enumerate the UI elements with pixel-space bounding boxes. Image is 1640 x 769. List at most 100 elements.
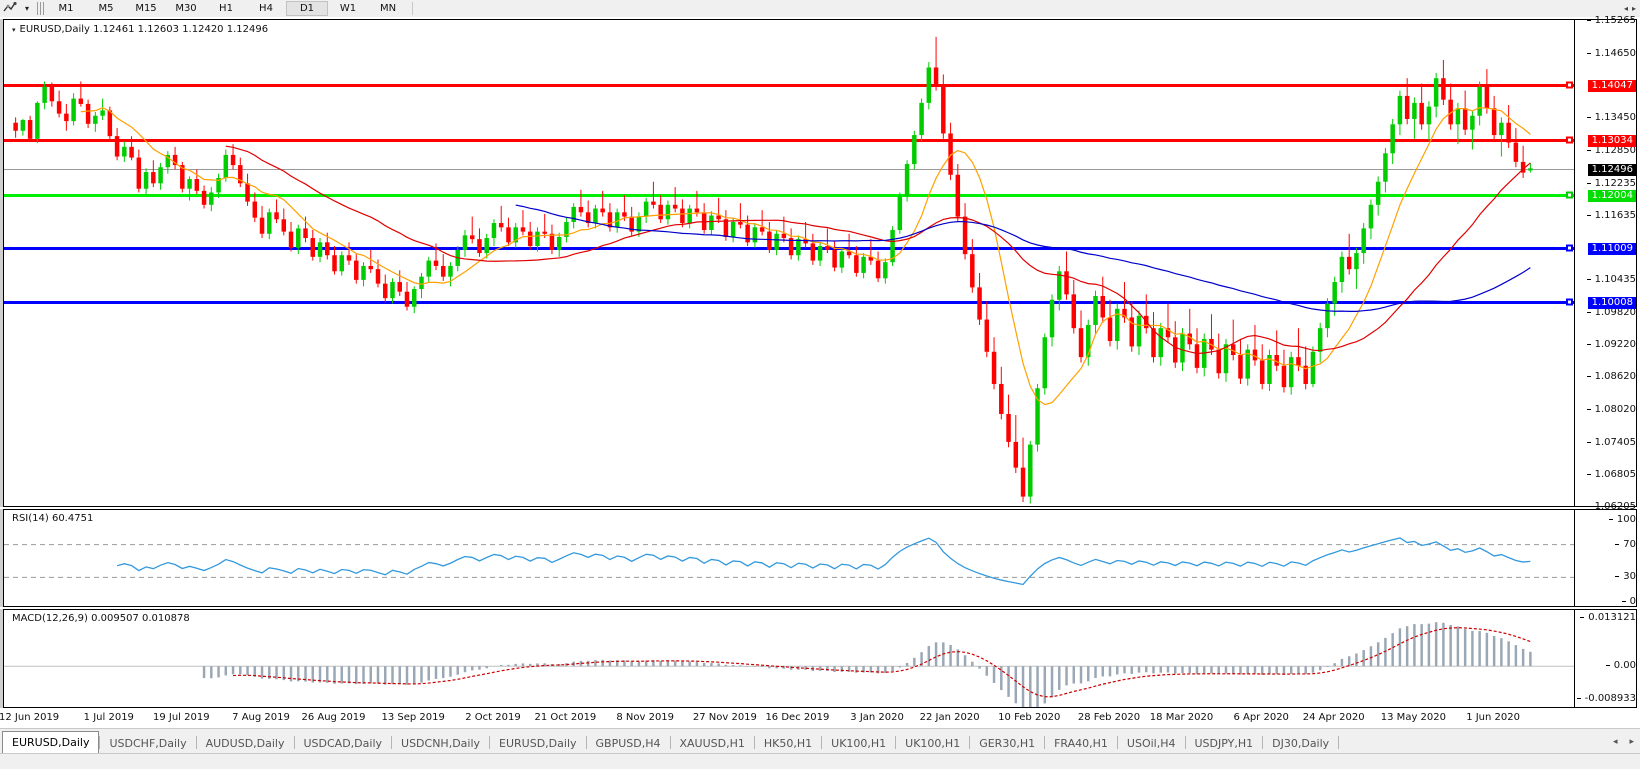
rsi-plot xyxy=(4,510,1574,606)
price-tick: 1.13450 xyxy=(1586,113,1636,123)
data-window-label: ▾ EURUSD,Daily 1.12461 1.12603 1.12420 1… xyxy=(8,22,268,35)
symbol-tab[interactable]: UK100,H1 xyxy=(831,737,887,750)
date-axis-label: 7 Aug 2019 xyxy=(232,712,290,723)
tabs-scroll-right-icon[interactable]: ▸ xyxy=(1629,737,1634,747)
timeframe-list: M1 M5 M15 M30 H1 H4 D1 W1 MN xyxy=(46,1,408,16)
symbol-tab[interactable]: UK100,H1 xyxy=(905,737,961,750)
timeframe-w1[interactable]: W1 xyxy=(339,3,357,14)
price-level-label[interactable]: 1.12004 xyxy=(1587,189,1636,202)
macd-plot xyxy=(4,610,1574,707)
chart-collapse-caret-icon[interactable]: ▾ xyxy=(12,25,16,34)
tab-separator xyxy=(489,736,491,749)
macd-panel-shadow xyxy=(0,609,3,708)
timeframe-m15[interactable]: M15 xyxy=(135,3,157,14)
symbol-tab[interactable]: GER30,H1 xyxy=(979,737,1036,750)
ma-fast-line xyxy=(80,107,1531,406)
price-scale[interactable]: 1.15265 1.14650 1.13450 1.12850 1.12235 1.116… xyxy=(1574,16,1636,512)
price-plot[interactable] xyxy=(4,20,1574,506)
symbol-tab[interactable]: USOil,H4 xyxy=(1126,737,1176,750)
price-level-handle[interactable] xyxy=(1566,298,1573,306)
price-level-line[interactable] xyxy=(4,300,1574,304)
symbol-tab[interactable]: USDCHF,Daily xyxy=(109,737,187,750)
symbol-tab[interactable]: XAUUSD,H1 xyxy=(679,737,745,750)
macd-indicator-panel[interactable]: 0.013121 0.00 -0.008933 MACD(12,26,9) 0.00… xyxy=(3,609,1637,708)
tab-separator xyxy=(895,736,897,749)
macd-series xyxy=(4,622,1574,707)
price-level-line[interactable] xyxy=(4,193,1574,197)
symbol-tab[interactable]: AUDUSD,Daily xyxy=(205,737,285,750)
toolbar-dropdown-caret[interactable]: ▾ xyxy=(24,4,29,13)
symbol-tab[interactable]: USDCAD,Daily xyxy=(303,737,383,750)
timeframe-m5[interactable]: M5 xyxy=(98,3,114,14)
symbol-tab[interactable]: EURUSD,Daily xyxy=(2,731,100,753)
price-level-label[interactable]: 1.12496 xyxy=(1587,163,1636,176)
date-axis-label: 28 Feb 2020 xyxy=(1077,712,1141,723)
symbol-tab[interactable]: HK50,H1 xyxy=(763,737,813,750)
symbol-tabs[interactable]: EURUSD,Daily USDCHF,Daily AUDUSD,Daily USDC… xyxy=(2,731,1340,753)
price-level-label[interactable]: 1.13034 xyxy=(1587,134,1636,147)
toolbar-grip[interactable] xyxy=(37,2,44,15)
chart-area[interactable]: 1.15265 1.14650 1.13450 1.12850 1.12235 1.116… xyxy=(0,16,1640,728)
date-axis-label: 1 Jul 2019 xyxy=(83,712,134,723)
rsi-line xyxy=(116,537,1531,586)
timeframe-h4[interactable]: H4 xyxy=(259,3,273,14)
tab-separator xyxy=(195,736,197,749)
price-level-handle[interactable] xyxy=(1566,81,1573,89)
symbol-tabs-bar: EURUSD,Daily USDCHF,Daily AUDUSD,Daily USDC… xyxy=(0,728,1640,769)
price-level-line[interactable] xyxy=(4,168,1574,170)
symbol-tab[interactable]: USDCNH,Daily xyxy=(401,737,481,750)
price-level-handle[interactable] xyxy=(1566,136,1573,144)
date-axis-label: 1 Jun 2020 xyxy=(1466,712,1520,723)
symbol-tab[interactable]: USDJPY,H1 xyxy=(1194,737,1254,750)
date-axis-label: 27 Nov 2019 xyxy=(692,712,757,723)
rsi-indicator-panel[interactable]: 100 70 30 0 RSI(14) 60.4751 xyxy=(3,509,1637,607)
price-level-line[interactable] xyxy=(4,138,1574,142)
price-level-label[interactable]: 1.11009 xyxy=(1587,243,1636,256)
price-tick: 1.10435 xyxy=(1586,275,1636,285)
toolbar-scroll-left-icon[interactable]: ◂ xyxy=(1623,4,1628,13)
tab-separator xyxy=(99,736,101,749)
symbol-tab[interactable]: EURUSD,Daily xyxy=(499,737,577,750)
date-axis-label: 6 Apr 2020 xyxy=(1233,712,1289,723)
toolbar-scroll-right-icon[interactable]: ▸ xyxy=(1631,4,1636,13)
tab-separator xyxy=(391,736,393,749)
price-tick: 1.09820 xyxy=(1586,308,1636,318)
rsi-tick: 0 xyxy=(1621,597,1636,607)
tab-separator xyxy=(1338,736,1340,749)
date-axis[interactable]: 12 Jun 2019 1 Jul 2019 19 Jul 2019 7 Aug 20… xyxy=(0,710,1637,726)
date-axis-label: 12 Jun 2019 xyxy=(0,712,60,723)
price-level-label[interactable]: 1.14047 xyxy=(1587,80,1636,93)
date-axis-label: 22 Jan 2020 xyxy=(919,712,980,723)
candlestick-series xyxy=(13,36,1533,504)
toolbar-scroll-controls: ◂ ▸ xyxy=(1622,4,1640,13)
symbol-tab[interactable]: DJ30,Daily xyxy=(1272,737,1330,750)
timeframe-h1[interactable]: H1 xyxy=(219,3,233,14)
rsi-label: RSI(14) 60.4751 xyxy=(8,511,93,524)
date-axis-label: 16 Dec 2019 xyxy=(765,712,830,723)
rsi-tick: 100 xyxy=(1608,515,1636,525)
tabs-scroll-left-icon[interactable]: ◂ xyxy=(1612,737,1618,747)
price-level-line[interactable] xyxy=(4,84,1574,88)
date-axis-label: 13 May 2020 xyxy=(1380,712,1446,723)
price-chart-panel[interactable]: 1.15265 1.14650 1.13450 1.12850 1.12235 1.116… xyxy=(3,16,1637,512)
timeframe-m30[interactable]: M30 xyxy=(175,3,197,14)
price-level-handle[interactable] xyxy=(1566,244,1573,252)
timeframe-m1[interactable]: M1 xyxy=(58,3,74,14)
price-tick: 1.12235 xyxy=(1586,178,1636,189)
symbol-tab[interactable]: FRA40,H1 xyxy=(1054,737,1108,750)
ma-mid-line xyxy=(225,145,1531,355)
tabs-underline xyxy=(0,753,1640,754)
price-tick: 1.11635 xyxy=(1586,210,1636,221)
symbol-tab[interactable]: GBPUSD,H4 xyxy=(595,737,661,750)
date-axis-label: 10 Feb 2020 xyxy=(998,712,1061,723)
chart-template-icon[interactable] xyxy=(0,1,20,16)
timeframe-mn[interactable]: MN xyxy=(379,3,397,14)
tab-separator xyxy=(669,736,671,749)
price-tick: 1.07405 xyxy=(1586,437,1636,448)
timeframe-d1[interactable]: D1 xyxy=(286,1,328,16)
tab-separator xyxy=(1262,736,1264,749)
date-axis-label: 13 Sep 2019 xyxy=(381,712,445,723)
price-tick: 1.08620 xyxy=(1586,372,1636,382)
price-level-handle[interactable] xyxy=(1566,191,1573,199)
price-level-label[interactable]: 1.10008 xyxy=(1587,296,1636,309)
